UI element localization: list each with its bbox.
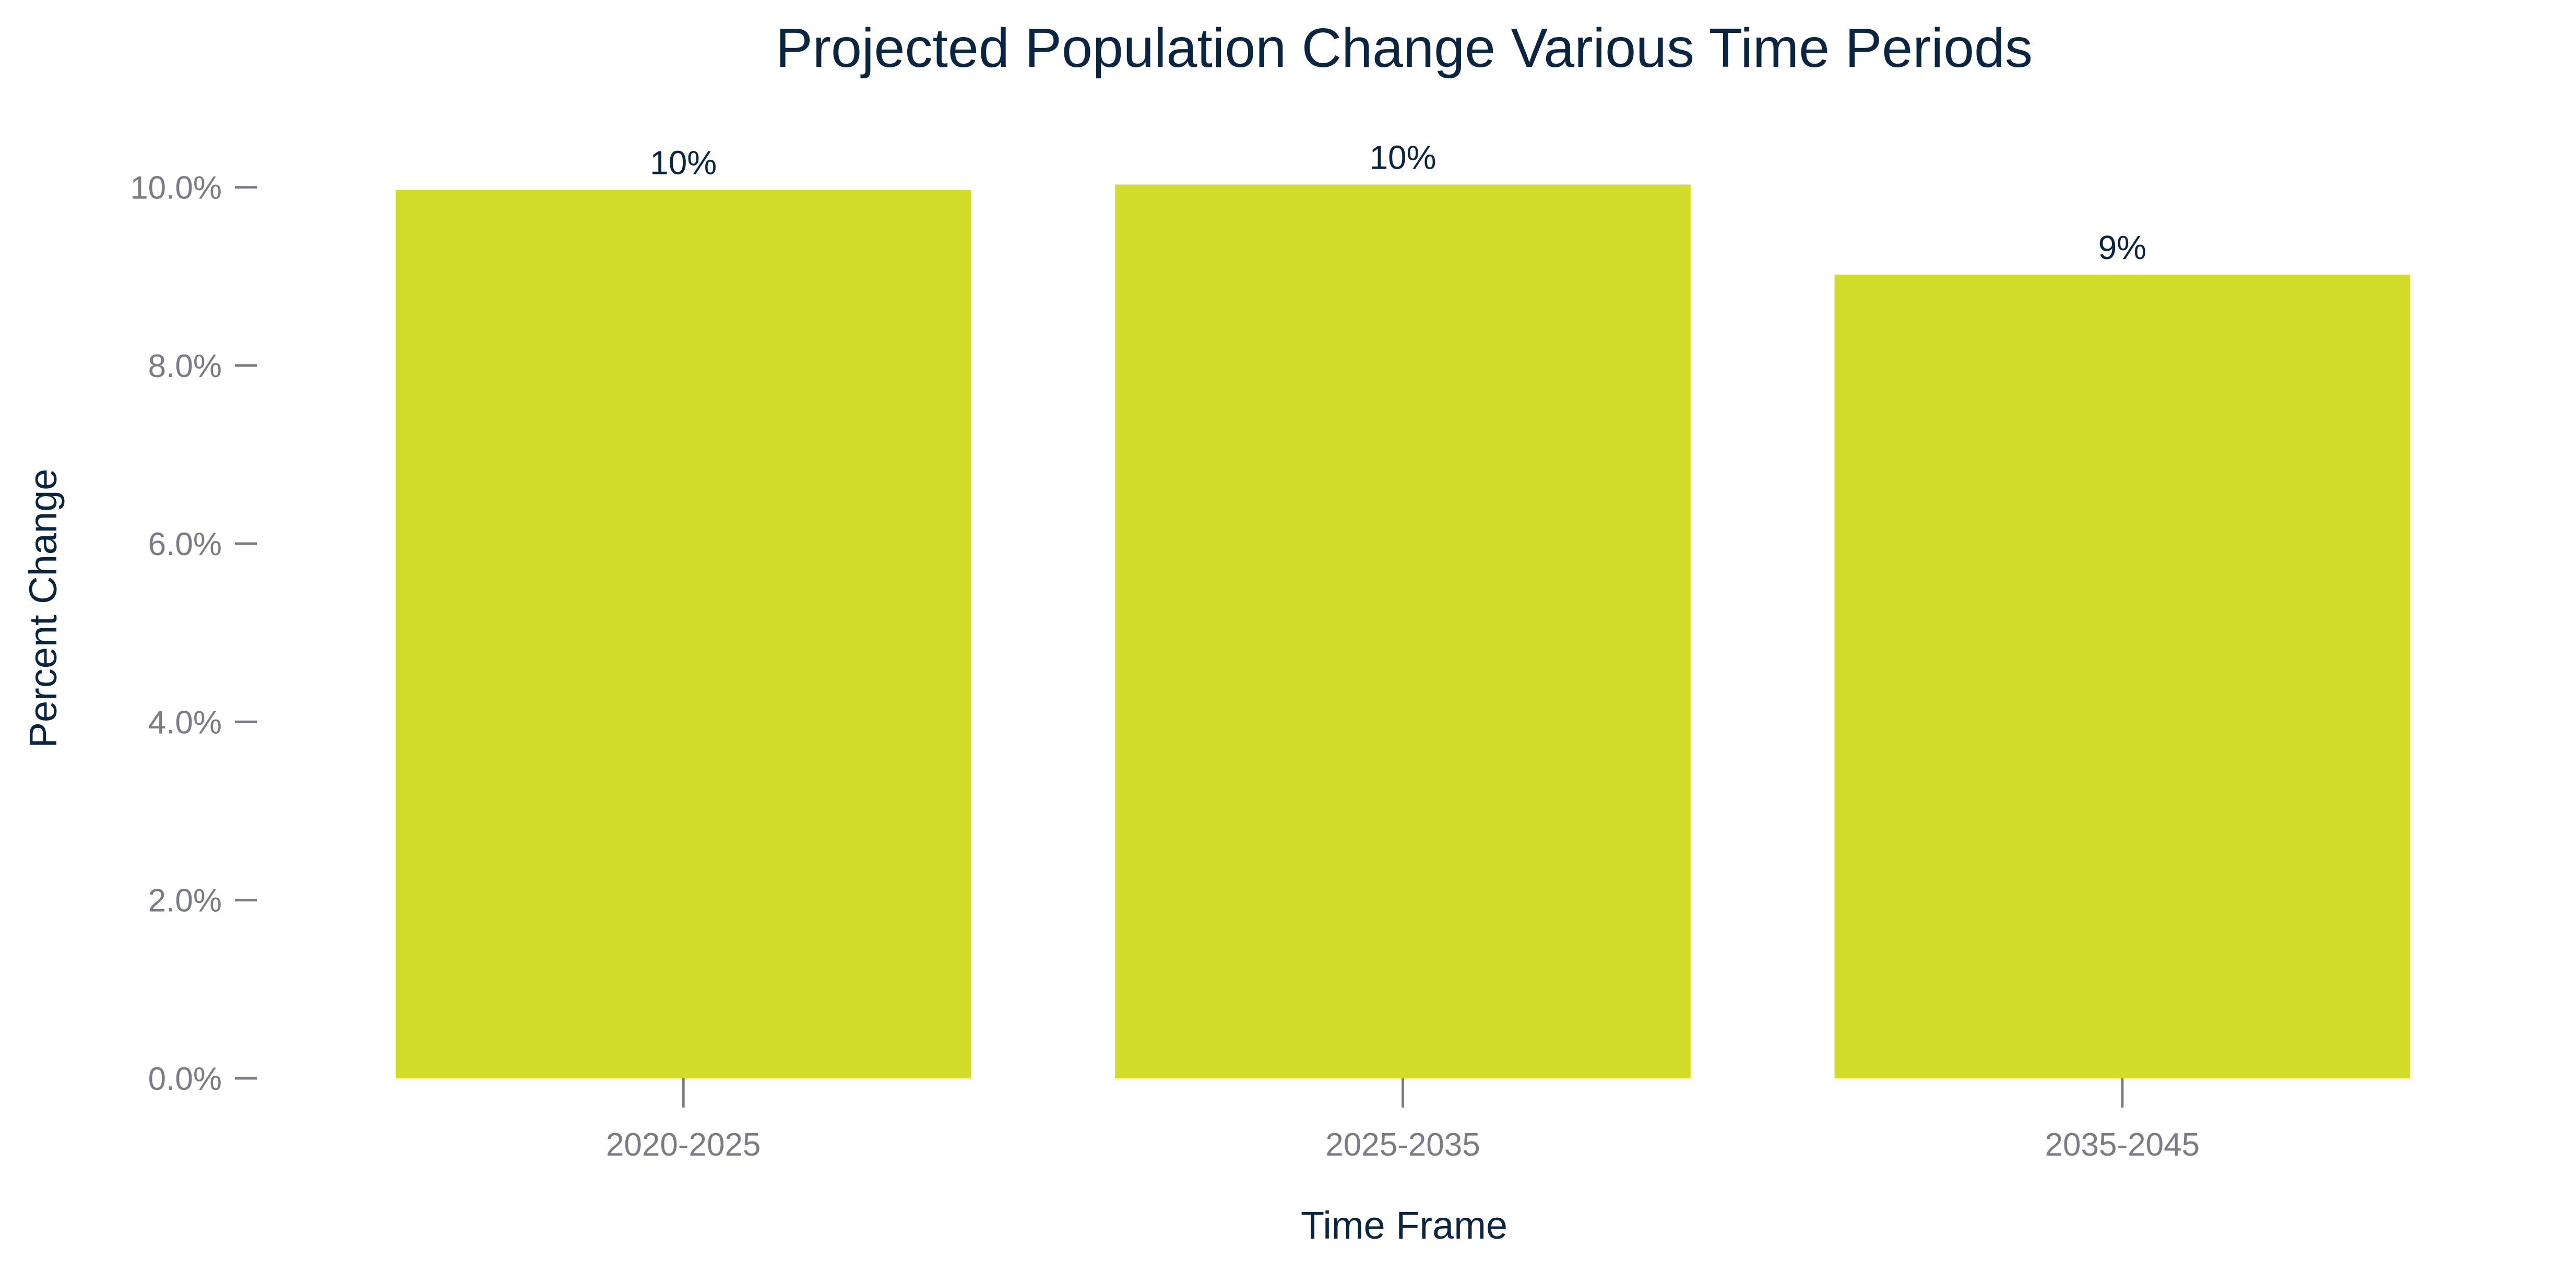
y-axis-title: Percent Change	[21, 469, 65, 748]
data-labels: 10% 10% 9%	[650, 138, 2146, 266]
y-tick-label: 10.0%	[130, 170, 222, 206]
x-axis: 2020-2025 2025-2035 2035-2045	[606, 1078, 2200, 1163]
y-axis: 0.0% 2.0% 4.0% 6.0% 8.0% 10.0%	[130, 170, 257, 1097]
x-tick-label: 2020-2025	[606, 1127, 761, 1163]
bars	[395, 184, 2411, 1078]
bar-2035-2045	[1834, 274, 2411, 1078]
data-label: 10%	[650, 144, 717, 182]
y-tick-label: 8.0%	[148, 348, 222, 384]
bar-2020-2025	[395, 190, 971, 1078]
bar-2025-2035	[1115, 184, 1691, 1078]
chart-title: Projected Population Change Various Time…	[776, 17, 2033, 79]
y-tick-label: 6.0%	[148, 526, 222, 562]
y-tick-label: 4.0%	[148, 704, 222, 740]
data-label: 10%	[1369, 138, 1436, 176]
data-label: 9%	[2098, 229, 2147, 266]
x-axis-title: Time Frame	[1301, 1204, 1507, 1247]
x-tick-label: 2025-2035	[1325, 1127, 1480, 1163]
y-tick-label: 0.0%	[148, 1061, 222, 1097]
y-tick-label: 2.0%	[148, 883, 222, 919]
x-tick-label: 2035-2045	[2045, 1127, 2200, 1163]
